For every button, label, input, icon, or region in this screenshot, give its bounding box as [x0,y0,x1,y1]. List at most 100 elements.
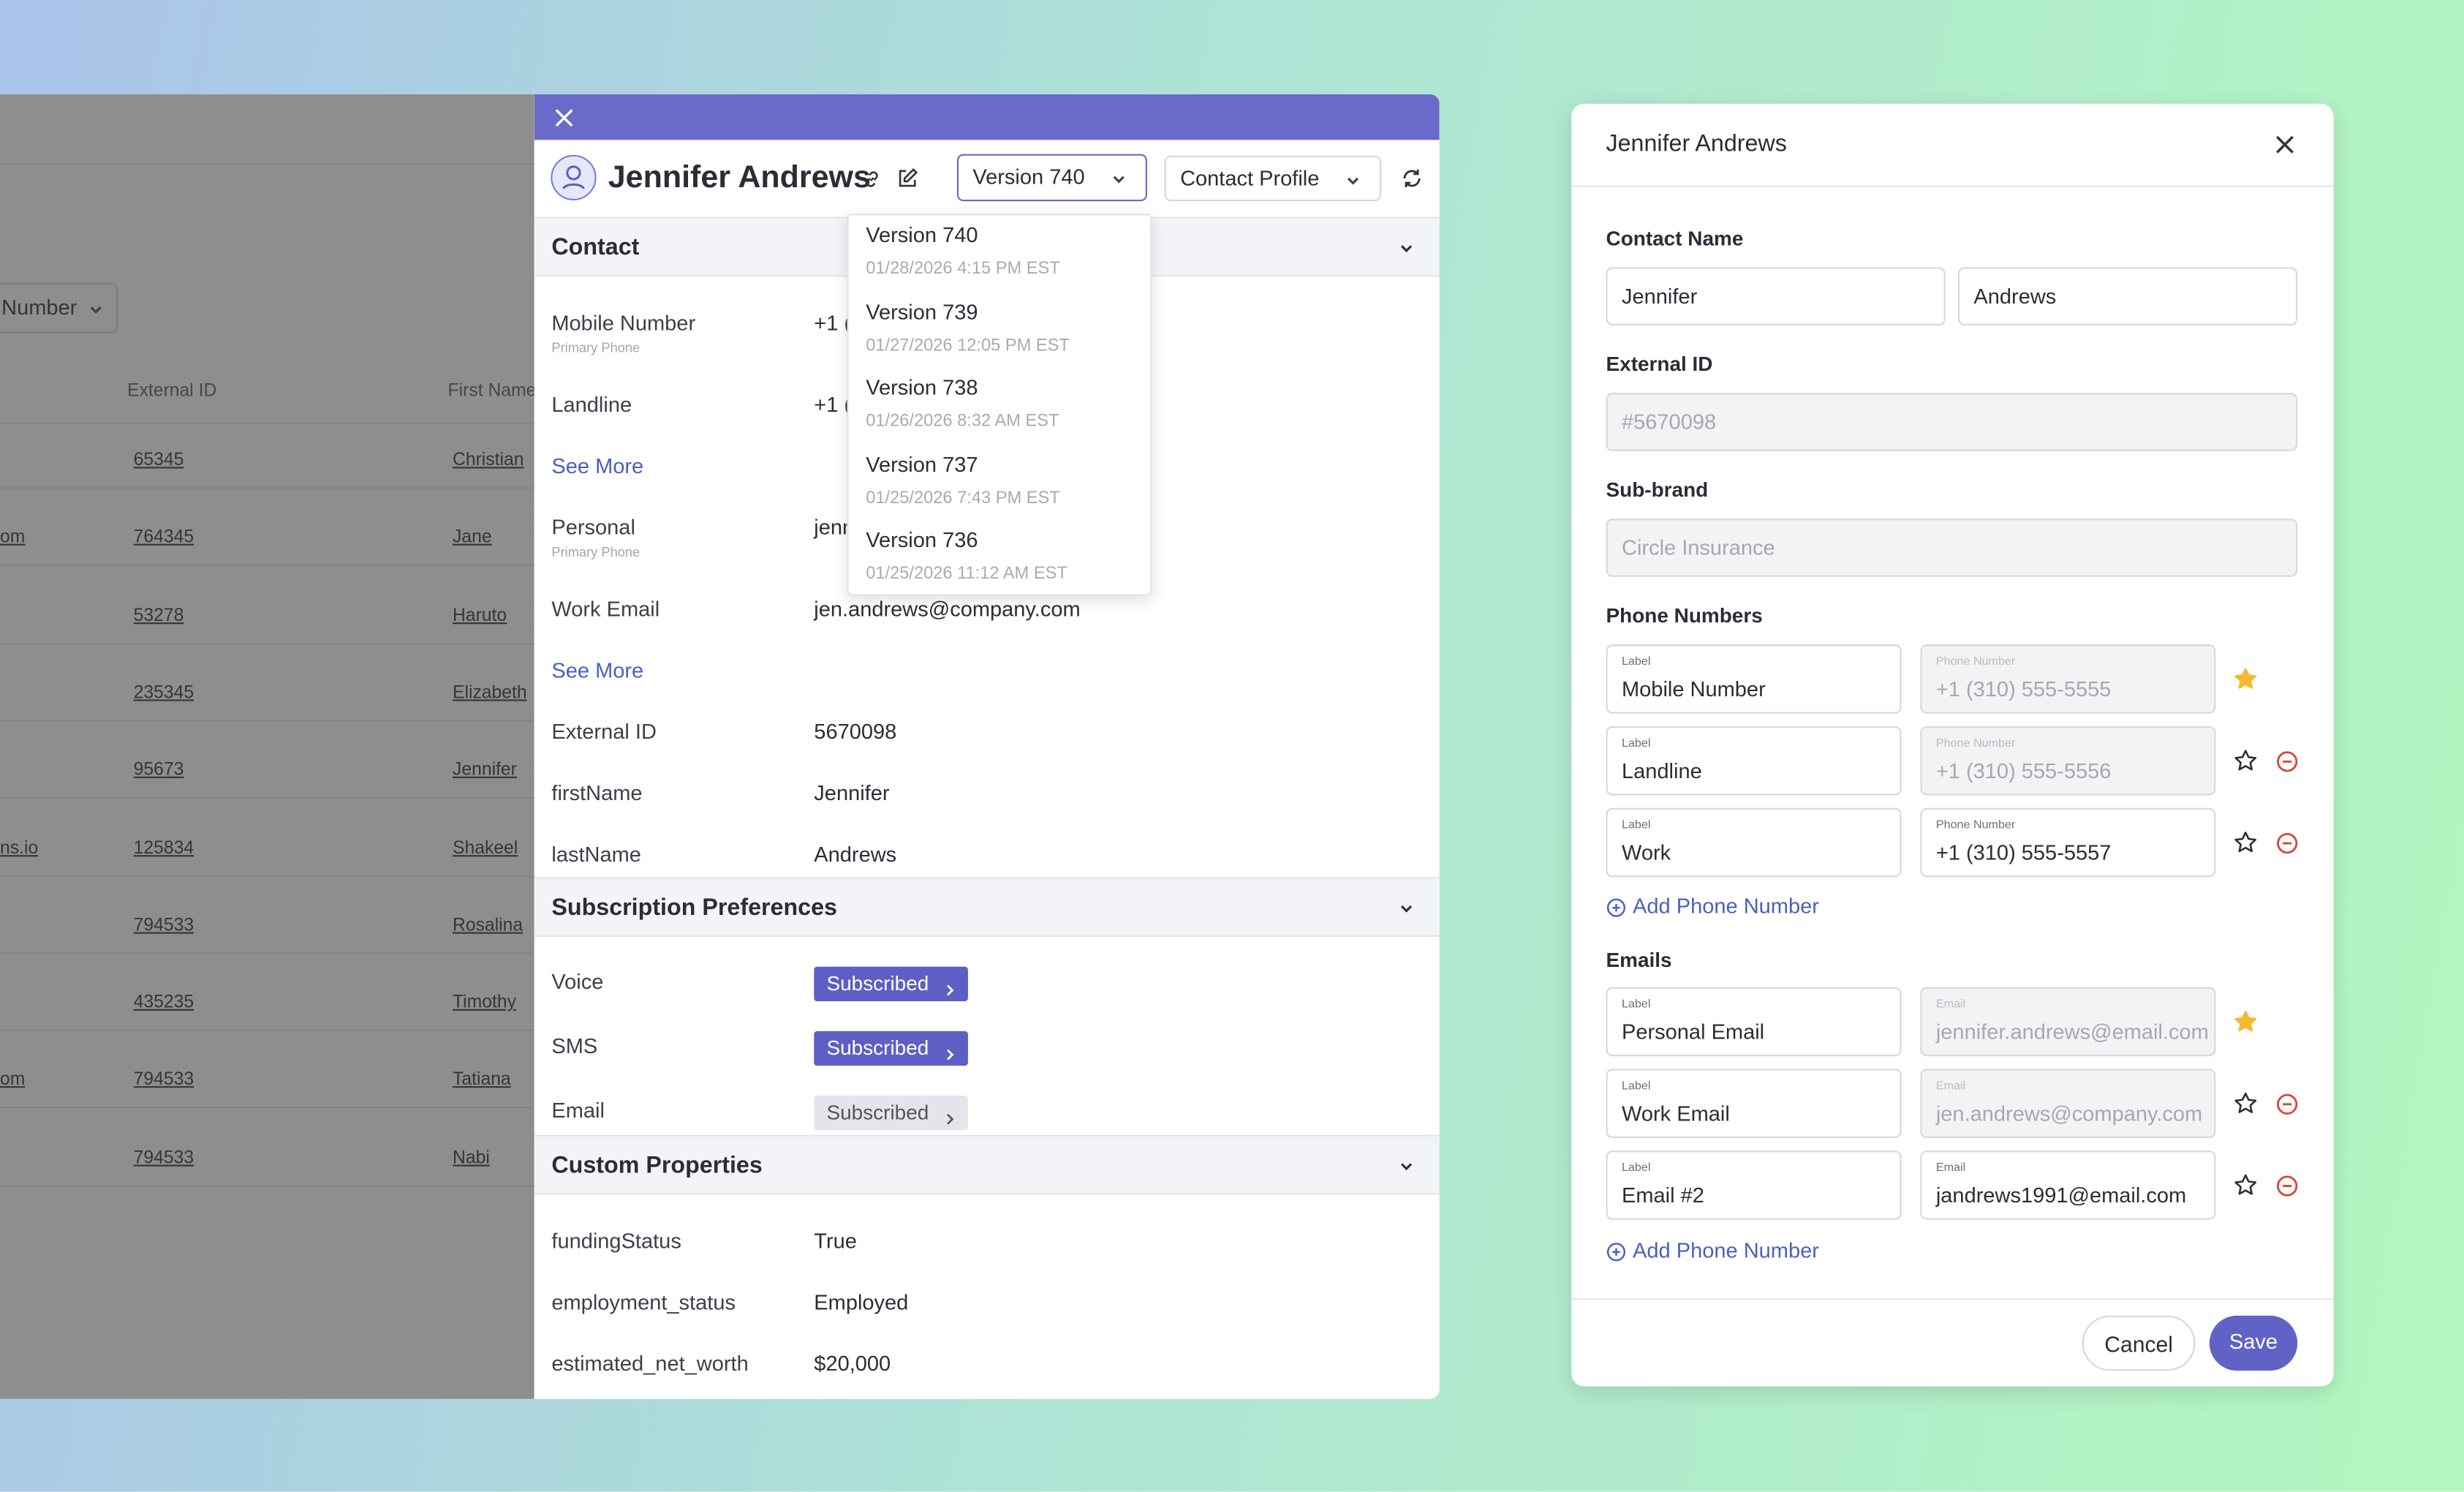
badge-chevron [945,1039,957,1074]
external-id-input: #5670098 [1606,393,2298,451]
field-label: Sub-brand [1606,478,1709,502]
field-value: jen.andrews@company.com [814,597,1081,621]
first-name-input[interactable]: Jennifer [1606,267,1946,325]
label-input[interactable]: Label Work [1606,807,1902,878]
version-select[interactable]: Version 740 [956,154,1147,202]
remove-button[interactable] [2275,1093,2299,1124]
section-header[interactable]: Subscription Preferences [534,877,1440,937]
close-icon [555,109,573,127]
input-text: Email #2 [1622,1183,1704,1207]
primary-star[interactable] [2233,666,2258,699]
cancel-text: Cancel [2104,1331,2173,1357]
field-label: lastName [551,842,641,867]
chevron [1400,905,1413,913]
star-icon [2234,668,2257,689]
label-input[interactable]: Label Work Email [1606,1069,1902,1139]
edit-panel: Jennifer Andrews Contact Name Jennifer Andr… [1571,103,2334,1387]
subscription-badge[interactable]: Subscribed [814,1096,969,1131]
input-caption: Label [1622,996,1651,1011]
label-input[interactable]: Label Email #2 [1606,1150,1902,1220]
input-caption: Label [1622,735,1651,750]
remove-button[interactable] [2275,832,2299,863]
subscription-badge[interactable]: Subscribed [814,966,969,1002]
field-label: Email [551,1099,605,1123]
value-input[interactable]: Email jandrews1991@email.com [1920,1150,2216,1220]
input-text: jennifer.andrews@email.com [1935,1020,2209,1044]
remove-icon [2277,751,2298,772]
value-input: Email jen.andrews@company.com [1920,1069,2216,1139]
remove-icon [2277,1175,2298,1197]
field-label: firstName [551,781,643,805]
edit-close[interactable] [2274,134,2296,164]
primary-star[interactable] [2233,1172,2258,1205]
badge-arrow [947,984,954,996]
edit-svg [899,167,918,187]
field-label: employment_status [551,1290,736,1314]
primary-star[interactable] [2233,1091,2258,1124]
add-icon-wrap [1606,1242,1627,1270]
avatar [550,154,597,209]
edit-title: Jennifer Andrews [1606,130,1787,157]
primary-star[interactable] [2233,748,2258,781]
primary-star[interactable] [2233,1009,2258,1042]
input-text: jandrews1991@email.com [1935,1183,2187,1207]
section-chevron [1397,238,1416,265]
badge-text: Subscribed [826,1036,929,1060]
overlay [0,94,534,1399]
field-value: True [814,1229,857,1253]
value-input: Phone Number +1 (310) 555-5556 [1920,726,2216,796]
version-option[interactable]: Version 736 [866,528,978,552]
save-button[interactable]: Save [2209,1315,2298,1371]
version-option[interactable]: Version 740 [866,223,978,247]
cancel-button[interactable]: Cancel [2082,1315,2196,1371]
add-icon-wrap [1606,897,1627,926]
input-caption: Phone Number [1935,817,2016,832]
subscription-badge[interactable]: Subscribed [814,1031,969,1066]
profile-text: Contact Profile [1180,166,1320,191]
label-input[interactable]: Label Landline [1606,726,1902,796]
field-sublabel: Primary Phone [551,339,640,355]
section-title: Subscription Preferences [551,894,837,922]
version-option[interactable]: Version 738 [866,375,978,399]
sub-brand-input: Circle Insurance [1606,519,2298,577]
field-label: Work Email [551,597,660,621]
avatar-icon [551,154,597,201]
add-icon [1606,898,1626,917]
link-svg [866,171,878,187]
divider [1571,185,2334,187]
input-caption: Label [1622,654,1651,668]
remove-button[interactable] [2275,1174,2299,1205]
field-label: External ID [1606,352,1713,376]
link-icon[interactable] [861,168,883,198]
version-chevron [1109,168,1128,197]
value-input[interactable]: Phone Number +1 (310) 555-5557 [1920,807,2216,878]
section-chevron [1397,897,1416,924]
version-option[interactable]: Version 739 [866,299,978,323]
see-more-link[interactable]: See More [551,658,644,682]
last-name-input-text: Andrews [1973,285,2057,309]
external-id-input-text: #5670098 [1622,410,1717,434]
version-option[interactable]: Version 737 [866,451,978,476]
version-date: 01/27/2026 12:05 PM EST [866,335,1070,355]
version-date: 01/25/2026 11:12 AM EST [866,564,1067,584]
refresh-icon[interactable] [1400,167,1424,198]
label-input[interactable]: Label Mobile Number [1606,644,1902,714]
save-text: Save [2229,1330,2278,1354]
last-name-input[interactable]: Andrews [1957,267,2298,325]
see-more-link[interactable]: See More [551,454,644,478]
section-header[interactable]: Custom Properties [534,1134,1440,1195]
input-caption: Label [1622,1160,1651,1175]
remove-button[interactable] [2275,750,2299,781]
label-input[interactable]: Label Personal Email [1606,987,1902,1057]
field-label: Personal [551,515,635,540]
profile-select[interactable]: Contact Profile [1164,155,1382,202]
badge-arrow [947,1049,954,1060]
badge-arrow [947,1113,954,1125]
section-chevron [1397,1156,1416,1183]
input-caption: Email [1935,1160,1966,1175]
chevron [1347,177,1359,185]
close-button[interactable] [553,107,575,137]
edit-icon[interactable] [896,167,919,198]
primary-star[interactable] [2233,830,2258,863]
